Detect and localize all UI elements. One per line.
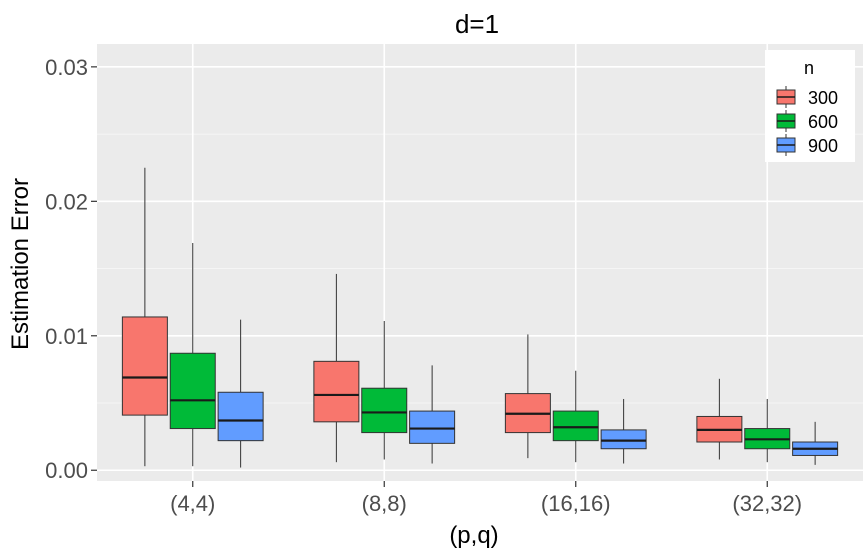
- box-600-0: [169, 243, 216, 467]
- x-tick-label: (16,16): [541, 491, 611, 516]
- box-300-3: [696, 378, 743, 460]
- box-iqr: [217, 391, 264, 442]
- legend-label: 300: [808, 88, 838, 108]
- y-axis: 0.00 0.01 0.02 0.03: [45, 55, 97, 483]
- box-600-3: [744, 398, 791, 463]
- x-tick-label: (32,32): [732, 491, 802, 516]
- box-600-1: [361, 320, 408, 460]
- box-iqr: [361, 387, 408, 434]
- x-axis: (4,4) (8,8) (16,16) (32,32): [170, 481, 802, 516]
- box-300-1: [313, 273, 360, 463]
- box-iqr: [600, 429, 647, 450]
- box-iqr: [313, 360, 360, 423]
- box-layer: [121, 167, 839, 468]
- legend-title: n: [804, 58, 814, 78]
- box-300-2: [504, 334, 551, 459]
- x-axis-title: (p,q): [449, 522, 498, 549]
- chart-title: d=1: [455, 9, 499, 39]
- box-900-1: [409, 365, 456, 464]
- box-iqr: [409, 410, 456, 444]
- box-600-2: [552, 370, 599, 463]
- box-300-0: [121, 167, 168, 467]
- legend: n 300 600 900: [765, 50, 855, 162]
- box-iqr: [552, 410, 599, 442]
- legend-label: 900: [808, 136, 838, 156]
- box-900-2: [600, 398, 647, 464]
- box-iqr: [121, 316, 168, 416]
- y-tick-label: 0.01: [45, 324, 88, 349]
- y-axis-title: Estimation Error: [7, 178, 34, 350]
- y-tick-label: 0.03: [45, 55, 88, 80]
- box-iqr: [169, 352, 216, 430]
- box-900-3: [792, 421, 839, 465]
- x-tick-label: (8,8): [362, 491, 407, 516]
- box-900-0: [217, 319, 264, 468]
- x-tick-label: (4,4): [170, 491, 215, 516]
- y-tick-label: 0.02: [45, 189, 88, 214]
- legend-items: 300 600 900: [776, 86, 838, 156]
- legend-label: 600: [808, 112, 838, 132]
- y-tick-label: 0.00: [45, 458, 88, 483]
